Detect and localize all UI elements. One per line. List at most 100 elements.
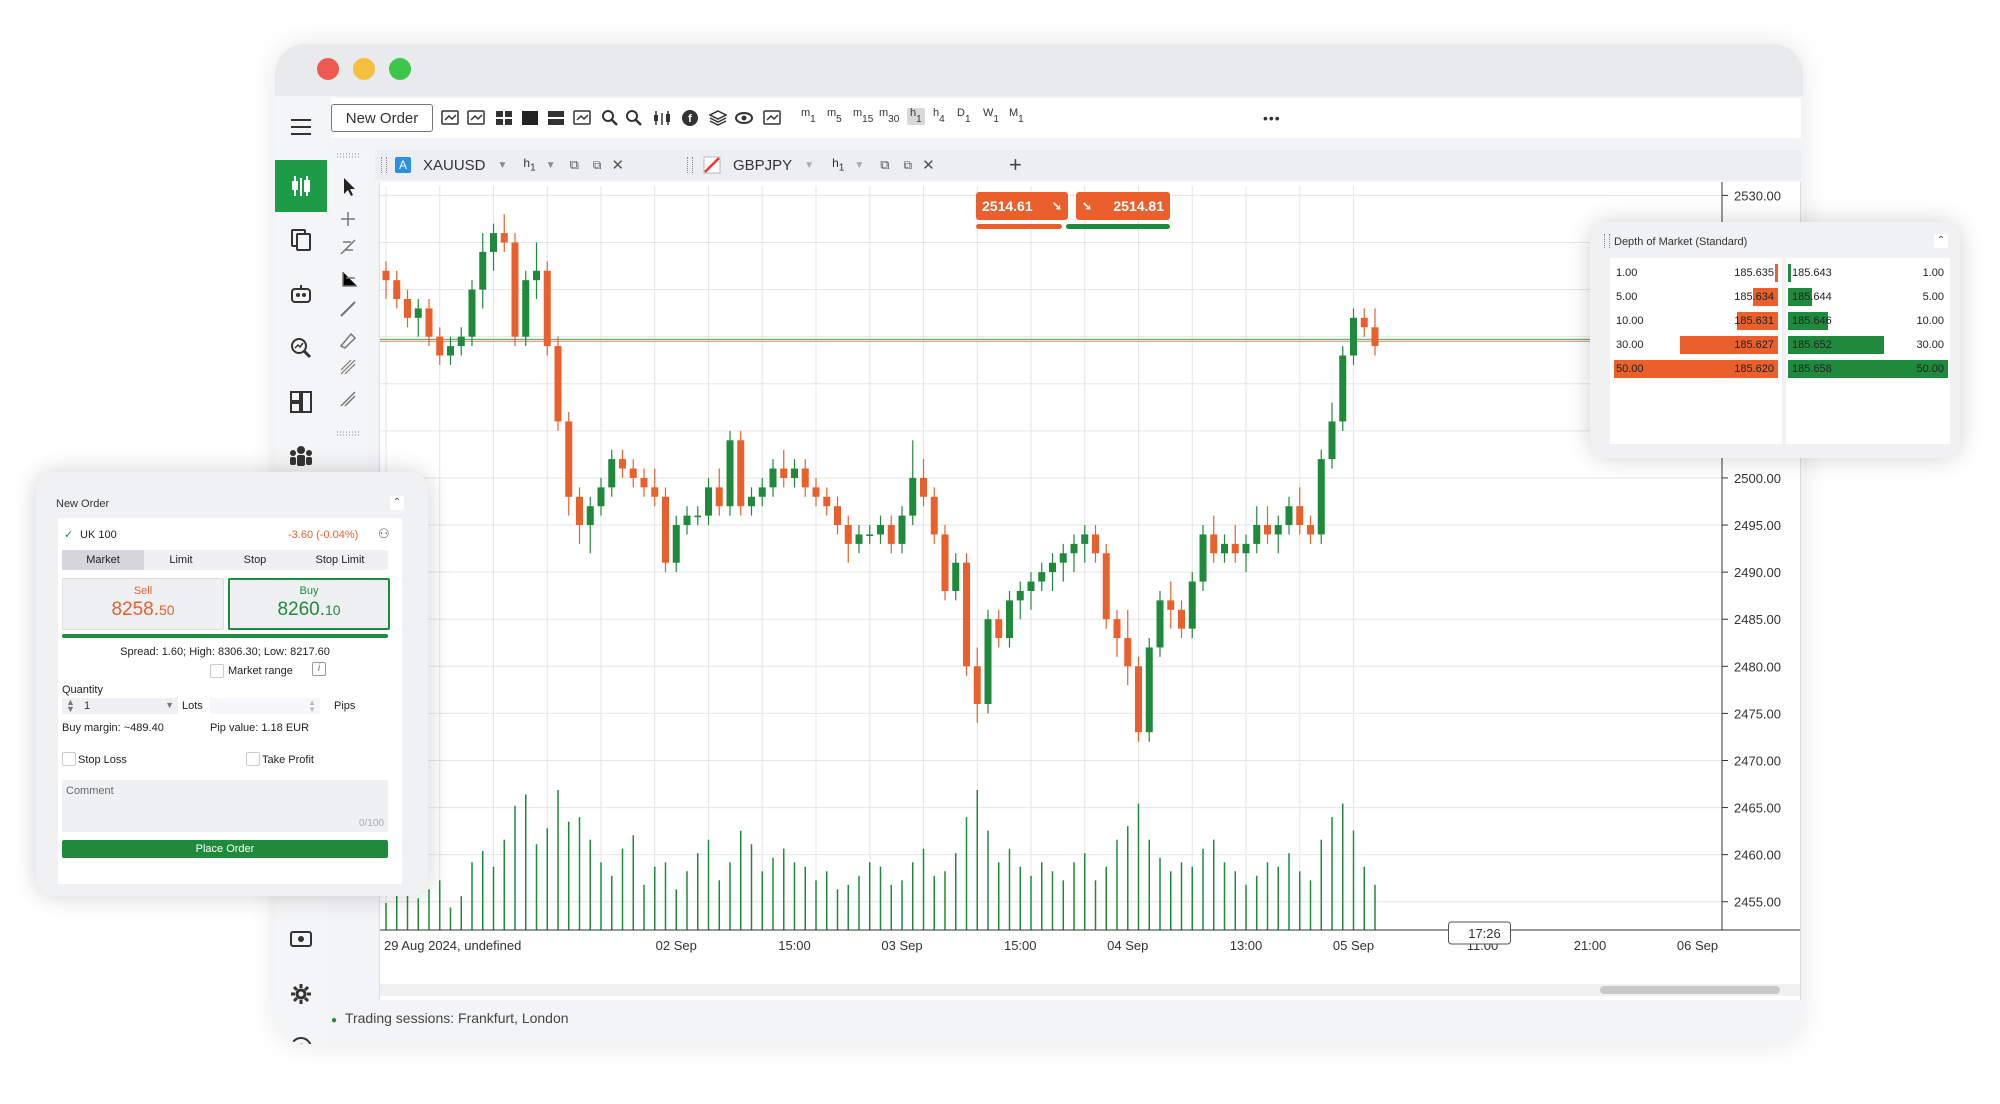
dom-ask-row[interactable]: 185.643 1.00 [1786, 264, 1950, 282]
candle[interactable] [640, 468, 648, 497]
candle[interactable] [511, 233, 519, 347]
dom-ask-row[interactable]: 185.646 10.00 [1786, 312, 1950, 330]
candle[interactable] [1317, 449, 1325, 544]
candle[interactable] [576, 487, 583, 544]
symbol-dropdown-icon[interactable]: ▼ [497, 159, 508, 171]
scrollbar-thumb[interactable] [1600, 986, 1780, 994]
timeframe-M1[interactable]: M1 [1009, 108, 1024, 126]
candle[interactable] [1274, 515, 1282, 554]
candle[interactable] [1059, 543, 1067, 582]
candle[interactable] [1049, 553, 1056, 591]
fibonacci-tool-icon[interactable] [340, 239, 356, 255]
minimize-window-button[interactable] [353, 58, 375, 80]
candle[interactable] [1328, 402, 1336, 469]
chart-scrollbar[interactable] [380, 984, 1800, 996]
candle[interactable] [1135, 656, 1142, 742]
dom-bid-row[interactable]: 1.00 185.635 [1610, 264, 1782, 282]
screenshot-icon[interactable] [439, 104, 461, 132]
layers-icon[interactable] [707, 104, 729, 132]
timeframe-h4[interactable]: h4 [933, 108, 945, 126]
candle[interactable] [1070, 534, 1078, 573]
candle[interactable] [1124, 609, 1132, 686]
sidebar-item-pages[interactable] [275, 214, 327, 266]
compare-icon[interactable]: f [679, 104, 701, 132]
candle[interactable] [1264, 506, 1271, 544]
candle[interactable] [758, 477, 766, 507]
add-tab-button[interactable]: + [1009, 152, 1022, 177]
timeframe-D1[interactable]: D1 [957, 108, 971, 126]
candle[interactable] [823, 487, 831, 516]
pointer-tool-icon[interactable] [344, 178, 355, 196]
candle[interactable] [543, 261, 551, 356]
candle[interactable] [984, 609, 992, 714]
timeframe-m30[interactable]: m30 [879, 108, 899, 126]
candle[interactable] [404, 289, 411, 328]
tab-timeframe[interactable]: h1 [523, 156, 535, 173]
candle[interactable] [1038, 562, 1046, 591]
template-icon[interactable] [465, 104, 487, 132]
buy-quote-button[interactable]: ➘ 2514.81 [1076, 192, 1170, 220]
alerts-icon[interactable] [761, 104, 783, 132]
sidebar-item-chart[interactable] [275, 160, 327, 212]
candle[interactable] [1156, 590, 1164, 657]
candle[interactable] [597, 477, 605, 516]
maximize-window-button[interactable] [389, 58, 411, 80]
candle[interactable] [1199, 525, 1207, 591]
candle[interactable] [457, 327, 465, 356]
more-tools-button[interactable]: ••• [1263, 110, 1281, 126]
zoom-out-icon[interactable] [623, 104, 645, 132]
candle[interactable] [963, 553, 970, 676]
new-order-button[interactable]: New Order [331, 104, 433, 132]
candle[interactable] [737, 430, 745, 516]
dom-ask-row[interactable]: 185.652 30.00 [1786, 336, 1950, 354]
split-layout-icon[interactable] [545, 104, 567, 132]
timeframe-m15[interactable]: m15 [853, 108, 873, 126]
link-icon[interactable]: ⧉ [880, 157, 890, 172]
candle[interactable] [1242, 534, 1250, 573]
candle[interactable] [1253, 506, 1261, 554]
candle[interactable] [554, 336, 562, 431]
close-tab-icon[interactable]: ✕ [922, 157, 935, 174]
timeframe-h1[interactable]: h1 [907, 108, 925, 125]
order-symbol[interactable]: UK 100 [80, 529, 117, 541]
candle[interactable] [1102, 543, 1110, 629]
candle[interactable] [1231, 525, 1239, 563]
order-type-tab-limit[interactable]: Limit [169, 554, 193, 566]
candle[interactable] [898, 506, 906, 554]
sell-button[interactable]: Sell 8258.50 [62, 578, 224, 630]
order-type-tab-market[interactable]: Market [62, 550, 144, 570]
candle[interactable] [887, 515, 895, 554]
candle[interactable] [930, 487, 938, 544]
candle[interactable] [1360, 308, 1368, 337]
candle[interactable] [672, 515, 680, 573]
order-type-tab-stop-limit[interactable]: Stop Limit [315, 554, 365, 566]
dom-ask-row[interactable]: 185.644 5.00 [1786, 288, 1950, 306]
candle[interactable] [844, 515, 852, 563]
candle[interactable] [1113, 609, 1121, 657]
share-icon[interactable]: ⚇ [378, 526, 390, 541]
candle[interactable] [468, 280, 476, 347]
timeframe-m1[interactable]: m1 [801, 108, 816, 126]
candle[interactable] [586, 496, 594, 554]
candle[interactable] [941, 525, 949, 601]
candle[interactable] [1307, 515, 1314, 544]
candle[interactable] [973, 647, 981, 723]
sidebar-item-settings[interactable] [275, 968, 327, 1020]
candle[interactable] [748, 487, 755, 516]
stepper-arrows-icon[interactable]: ▲ ▼ [308, 698, 316, 714]
candle[interactable] [479, 233, 487, 309]
collapse-icon[interactable]: ⌃ [390, 496, 404, 510]
dom-bid-row[interactable]: 10.00 185.631 [1610, 312, 1782, 330]
dom-ask-row[interactable]: 185.658 50.00 [1786, 360, 1950, 378]
collapse-icon[interactable]: ⌃ [1934, 234, 1948, 248]
zoom-in-icon[interactable] [599, 104, 621, 132]
candle[interactable] [565, 412, 573, 516]
candle[interactable] [791, 459, 798, 488]
timeframe-W1[interactable]: W1 [983, 108, 999, 126]
candle[interactable] [1167, 581, 1175, 629]
candle[interactable] [1210, 515, 1218, 563]
sidebar-item-bots[interactable] [275, 268, 327, 320]
trendline-tool-icon[interactable] [340, 301, 356, 317]
candle[interactable] [1339, 346, 1347, 431]
close-tab-icon[interactable]: ✕ [611, 157, 625, 174]
